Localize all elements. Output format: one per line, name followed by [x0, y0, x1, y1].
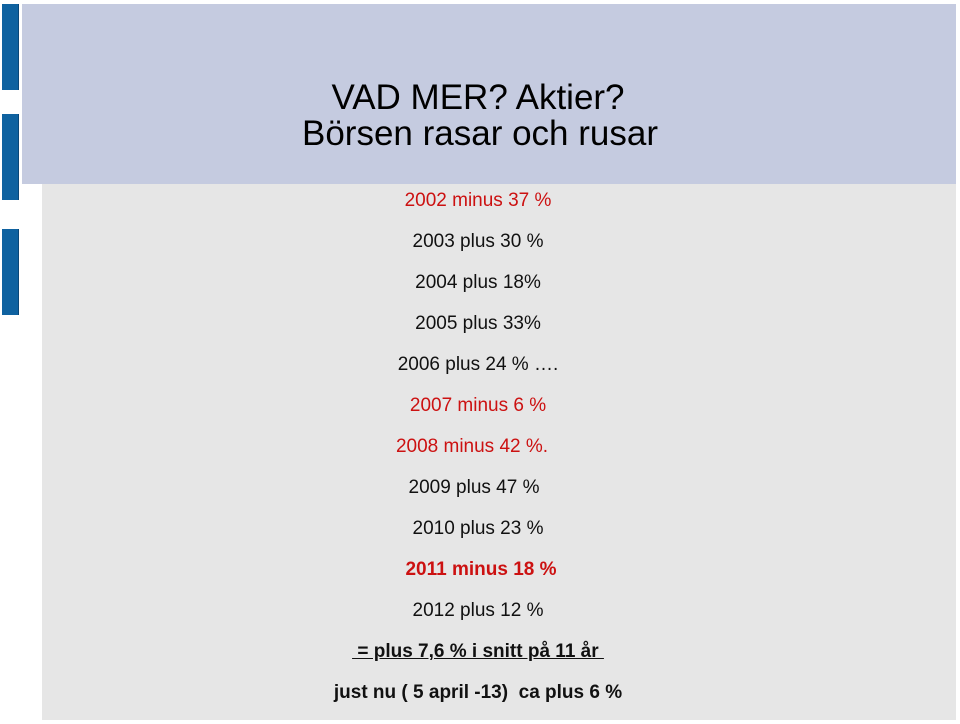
entry-2010: 2010 plus 23 %: [412, 518, 544, 539]
entry-2009: 2009 plus 47 %: [408, 477, 540, 498]
entry-2008: 2008 minus 42 %.: [395, 436, 549, 457]
entry-2005: 2005 plus 33%: [415, 313, 541, 334]
entry-2006: 2006 plus 24 % ….: [397, 354, 559, 375]
current-summary: just nu ( 5 april -13) ca plus 6 %: [333, 682, 623, 703]
entry-2004: 2004 plus 18%: [415, 272, 541, 293]
content-panel: [42, 184, 956, 720]
average-summary: = plus 7,6 % i snitt på 11 år: [352, 641, 604, 662]
entry-2007: 2007 minus 6 %: [409, 395, 547, 416]
edge-bar-middle: [2, 114, 19, 200]
entry-2011: 2011 minus 18 %: [405, 559, 557, 580]
slide-title-line-1: VAD MER? Aktier?: [331, 78, 625, 117]
entry-2002: 2002 minus 37 %: [404, 190, 552, 211]
edge-bar-bottom: [2, 229, 19, 315]
entry-2003: 2003 plus 30 %: [412, 231, 544, 252]
title-band: [22, 4, 956, 184]
edge-bar-top: [2, 4, 19, 90]
entry-2012: 2012 plus 12 %: [412, 600, 544, 621]
slide-title-line-2: Börsen rasar och rusar: [302, 114, 658, 153]
